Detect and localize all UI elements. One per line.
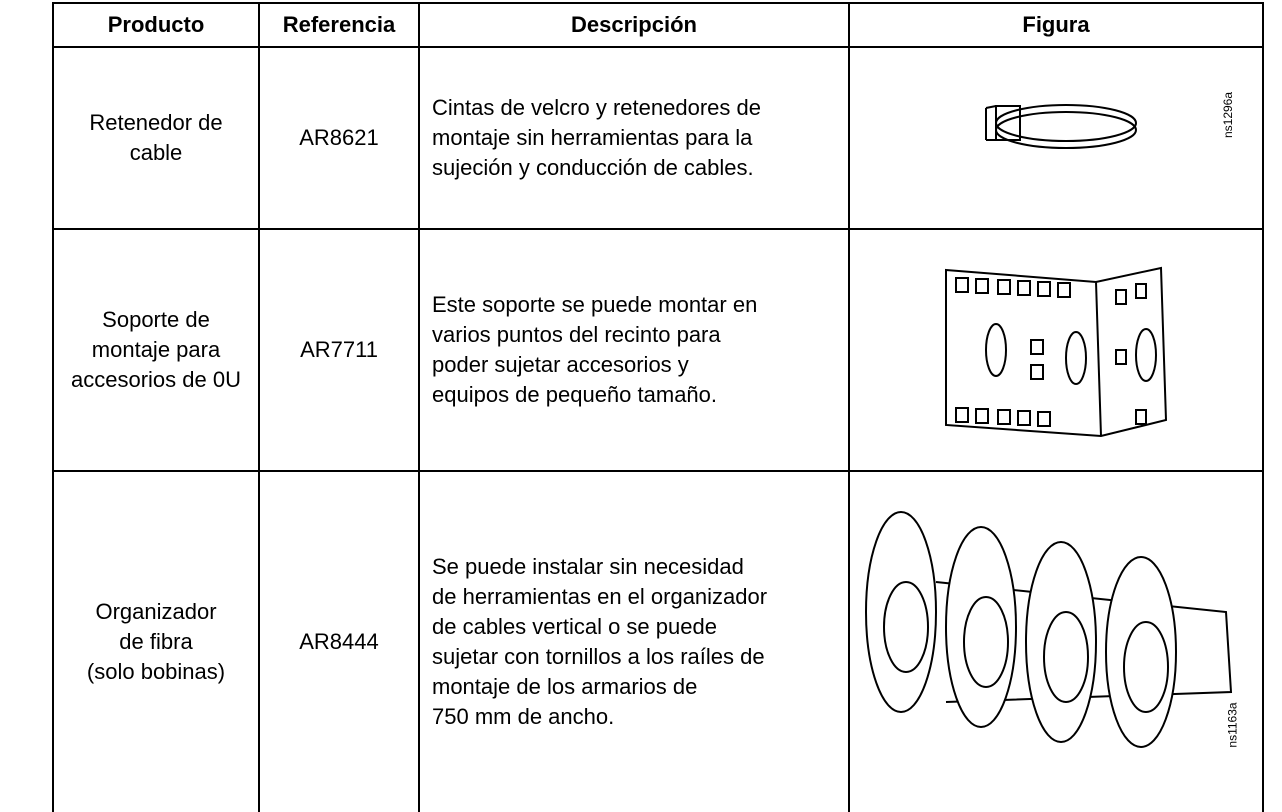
cable-strap-illustration: [985, 104, 1137, 149]
product: Organizador de fibra (solo bobinas): [52, 470, 260, 812]
header-cell: Referencia: [258, 2, 420, 48]
page: Producto Referencia Descripción Figura R…: [52, 2, 1264, 812]
header-cell: Producto: [52, 2, 260, 48]
fiber-spool-illustration: [865, 511, 1233, 748]
product: Retenedor de cable: [52, 46, 260, 230]
description: Este soporte se puede montar en varios p…: [418, 228, 850, 472]
figure: ns1296a: [848, 46, 1264, 230]
product: Soporte de montaje para accesorios de 0U: [52, 228, 260, 472]
reference: AR7711: [258, 228, 420, 472]
reference: AR8444: [258, 470, 420, 812]
figure-code: ns1296a: [1221, 91, 1236, 139]
description: Se puede instalar sin necesidad de herra…: [418, 470, 850, 812]
reference: AR8621: [258, 46, 420, 230]
description: Cintas de velcro y retenedores de montaj…: [418, 46, 850, 230]
row: Soporte de montaje para accesorios de 0U…: [52, 228, 1264, 472]
figure-code: ns1163a: [1225, 702, 1240, 748]
row: Organizador de fibra (solo bobinas) AR84…: [52, 470, 1264, 812]
accessory-table: Producto Referencia Descripción Figura R…: [52, 2, 1264, 812]
header-cell: Descripción: [418, 2, 850, 48]
figure: [848, 228, 1264, 472]
header-cell: Figura: [848, 2, 1264, 48]
header-row: Producto Referencia Descripción Figura: [52, 2, 1264, 48]
row: Retenedor de cable AR8621 Cintas de velc…: [52, 46, 1264, 230]
figure: ns1163a: [848, 470, 1264, 812]
bracket-illustration: [945, 266, 1168, 438]
